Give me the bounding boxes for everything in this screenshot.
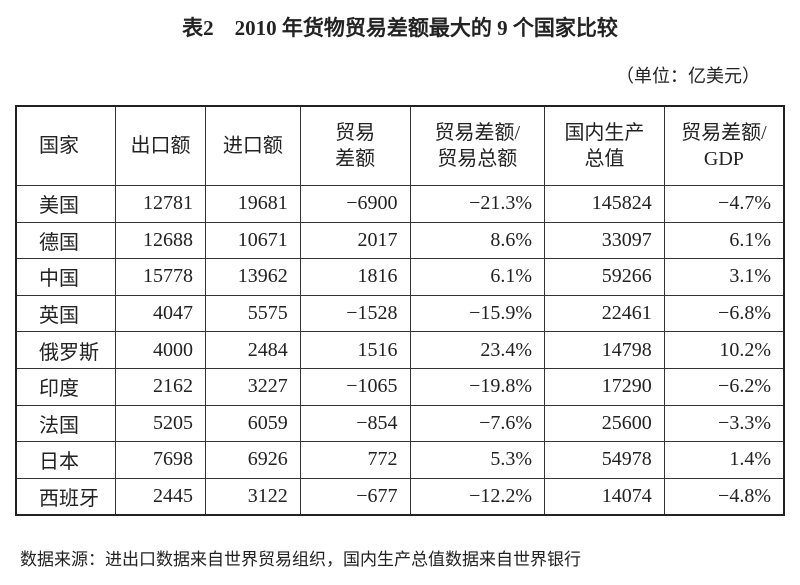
table-cell: 1.4%	[663, 441, 785, 479]
header-line: 国内生产	[564, 122, 645, 144]
header-line: 贸易总额	[437, 148, 518, 170]
table-row: 日本 7698 6926 772 5.3% 54978 1.4%	[15, 441, 785, 479]
header-line: 国家	[39, 135, 79, 157]
table-row: 德国 12688 10671 2017 8.6% 33097 6.1%	[15, 221, 785, 260]
header-line: 贸易	[335, 122, 376, 144]
table-cell: 8.6%	[409, 221, 546, 260]
table-cell: 3.1%	[663, 258, 785, 296]
table-cell: 俄罗斯	[15, 331, 117, 369]
table-cell: 4000	[115, 331, 206, 369]
table-cell: 5.3%	[409, 441, 546, 479]
table-cell: −1528	[299, 294, 411, 333]
table-cell: 23.4%	[409, 331, 546, 369]
header-row: 国家 出口额 进口额 贸易 差额 贸易差额/贸易总额 国内生产 总值 贸易差额/GDP	[15, 105, 785, 186]
header-cell: 国家	[15, 105, 117, 186]
table-cell: 25600	[544, 404, 665, 443]
table-cell: 33097	[544, 221, 665, 260]
source-note: 数据来源：进出口数据来自世界贸易组织，国内生产总值数据来自世界银行	[20, 550, 581, 569]
table-cell: 2484	[204, 331, 301, 369]
header-cell: 贸易 差额	[299, 105, 411, 186]
table-cell: 7698	[115, 441, 206, 479]
table-row: 俄罗斯 4000 2484 1516 23.4% 14798 10.2%	[15, 331, 785, 369]
table-row: 美国 12781 19681 −6900 −21.3% 145824 −4.7%	[15, 185, 785, 223]
table-cell: 14798	[544, 331, 665, 369]
table-cell: 德国	[15, 221, 117, 260]
table-cell: 10.2%	[663, 331, 785, 369]
table-cell: 12688	[115, 221, 206, 260]
table-cell: 54978	[544, 441, 665, 479]
table-cell: 6.1%	[663, 221, 785, 260]
table-cell: 5205	[115, 404, 206, 443]
table-cell: −854	[299, 404, 411, 443]
header-line: 贸易差额/	[681, 122, 767, 144]
table-cell: 22461	[544, 294, 665, 333]
table-cell: −3.3%	[663, 404, 785, 443]
header-cell: 进口额	[204, 105, 301, 186]
table-row: 英国 4047 5575 −1528 −15.9% 22461 −6.8%	[15, 294, 785, 333]
table-cell: −4.7%	[663, 185, 785, 223]
table-row: 西班牙 2445 3122 −677 −12.2% 14074 −4.8%	[15, 477, 785, 516]
table-cell: 2162	[115, 367, 206, 406]
table-cell: −6900	[299, 185, 411, 223]
table-cell: −15.9%	[409, 294, 546, 333]
table-cell: 1516	[299, 331, 411, 369]
header-line: GDP	[703, 148, 744, 170]
table-cell: −4.8%	[663, 477, 785, 516]
header-cell: 贸易差额/贸易总额	[409, 105, 546, 186]
table: 国家 出口额 进口额 贸易 差额 贸易差额/贸易总额 国内生产 总值 贸易差额/GDP 美国 12…	[15, 105, 785, 517]
table-row: 中国 15778 13962 1816 6.1% 59266 3.1%	[15, 258, 785, 296]
table-cell: 19681	[204, 185, 301, 223]
table-cell: −6.8%	[663, 294, 785, 333]
table-cell: 14074	[544, 477, 665, 516]
table-cell: 中国	[15, 258, 117, 296]
table-row: 法国 5205 6059 −854 −7.6% 25600 −3.3%	[15, 404, 785, 443]
table-cell: 1816	[299, 258, 411, 296]
table-cell: 4047	[115, 294, 206, 333]
table-cell: 3122	[204, 477, 301, 516]
table-cell: 2445	[115, 477, 206, 516]
table-row: 印度 2162 3227 −1065 −19.8% 17290 −6.2%	[15, 367, 785, 406]
header-line: 出口额	[130, 135, 191, 157]
table-cell: −19.8%	[409, 367, 546, 406]
table-cell: 印度	[15, 367, 117, 406]
header-line: 总值	[584, 148, 625, 170]
table-cell: −21.3%	[409, 185, 546, 223]
table-cell: −1065	[299, 367, 411, 406]
table-cell: 13962	[204, 258, 301, 296]
header-line: 贸易差额/	[434, 122, 521, 144]
title: 表2 2010 年货物贸易差额最大的 9 个国家比较	[182, 16, 618, 40]
table-cell: 5575	[204, 294, 301, 333]
table-cell: −12.2%	[409, 477, 546, 516]
table-cell: −6.2%	[663, 367, 785, 406]
table-cell: 英国	[15, 294, 117, 333]
table-cell: 59266	[544, 258, 665, 296]
table-cell: 6.1%	[409, 258, 546, 296]
table-cell: 6059	[204, 404, 301, 443]
table-cell: 美国	[15, 185, 117, 223]
table-cell: 12781	[115, 185, 206, 223]
table-cell: 法国	[15, 404, 117, 443]
header-line: 差额	[335, 148, 376, 170]
table-body: 美国 12781 19681 −6900 −21.3% 145824 −4.7% 德国 1268…	[15, 185, 785, 516]
table-cell: 145824	[544, 185, 665, 223]
table-cell: 日本	[15, 441, 117, 479]
header-line: 进口额	[222, 135, 283, 157]
table-cell: 772	[299, 441, 411, 479]
header-cell: 贸易差额/GDP	[663, 105, 785, 186]
table-cell: 15778	[115, 258, 206, 296]
table-cell: −677	[299, 477, 411, 516]
unit: （单位：亿美元）	[616, 66, 760, 86]
table-cell: 3227	[204, 367, 301, 406]
table-cell: 西班牙	[15, 477, 117, 516]
header-cell: 国内生产 总值	[544, 105, 665, 186]
table-cell: −7.6%	[409, 404, 546, 443]
table-cell: 10671	[204, 221, 301, 260]
table-cell: 2017	[299, 221, 411, 260]
table-cell: 17290	[544, 367, 665, 406]
header-cell: 出口额	[115, 105, 206, 186]
table-cell: 6926	[204, 441, 301, 479]
